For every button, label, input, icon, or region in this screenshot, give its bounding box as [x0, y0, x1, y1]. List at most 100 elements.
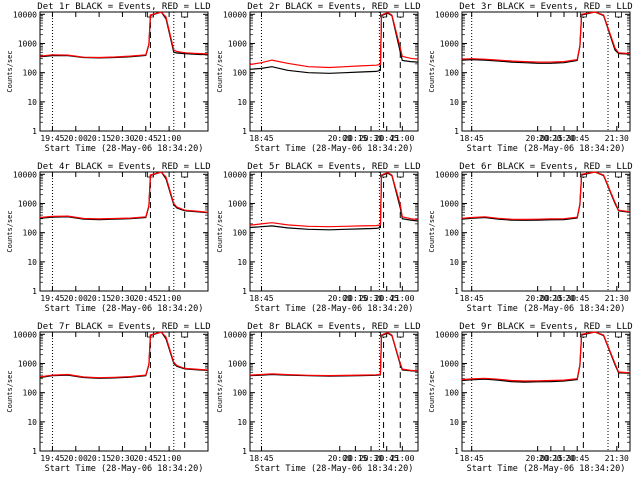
y-tick-label: 1000 [228, 199, 247, 208]
panel-title: Det 7r BLACK = Events, RED = LLD [37, 322, 210, 332]
y-tick-label: 100 [233, 389, 248, 398]
y-axis-label: Counts/sec [428, 370, 436, 412]
x-tick-label: 20:00 [328, 454, 352, 463]
lld-series-line [39, 11, 209, 59]
lld-series-line [39, 171, 209, 220]
lld-series-line [461, 331, 631, 382]
marker-flag [396, 331, 404, 338]
x-tick-label: 20:45 [375, 134, 399, 143]
x-tick-label: 20:00 [64, 294, 88, 303]
x-tick-label: 20:30 [359, 294, 383, 303]
y-tick-label: 10 [27, 98, 37, 107]
x-tick-label: 19:45 [40, 294, 64, 303]
x-axis-label: Start Time (28-May-06 18:34:20) [255, 144, 414, 154]
x-tick-label: 20:30 [359, 454, 383, 463]
y-axis-label: Counts/sec [6, 370, 14, 412]
lld-series-line [39, 331, 209, 379]
y-tick-label: 10 [449, 98, 459, 107]
y-tick-label: 1 [242, 447, 247, 456]
x-tick-label: 20:00 [328, 134, 352, 143]
lld-series-line [249, 331, 419, 377]
y-tick-label: 1000 [228, 39, 247, 48]
y-tick-label: 1000 [440, 199, 459, 208]
x-tick-label: 21:00 [157, 134, 181, 143]
plot-frame [461, 171, 631, 292]
events-series-line [39, 171, 209, 221]
y-tick-label: 1000 [440, 39, 459, 48]
panel-6: Det 6r BLACK = Events, RED = LLD 1 10 100 10… [428, 162, 633, 314]
x-tick-label: 18:45 [249, 294, 273, 303]
y-tick-label: 1 [454, 127, 459, 136]
marker-flag [396, 171, 404, 178]
plot-frame [249, 11, 419, 132]
y-axis-label: Counts/sec [6, 210, 14, 252]
x-tick-label: 20:30 [110, 294, 134, 303]
x-tick-label: 20:00 [526, 454, 550, 463]
x-tick-label: 21:00 [390, 134, 414, 143]
events-series-line [249, 172, 419, 231]
panel-5: Det 5r BLACK = Events, RED = LLD 1 10 100 10… [216, 162, 421, 314]
y-tick-label: 100 [445, 229, 460, 238]
x-tick-label: 21:30 [605, 294, 629, 303]
marker-flag [615, 331, 622, 338]
panel-title: Det 8r BLACK = Events, RED = LLD [247, 322, 420, 332]
plot-frame [39, 11, 209, 132]
x-axis-label: Start Time (28-May-06 18:34:20) [255, 464, 414, 474]
x-axis-label: Start Time (28-May-06 18:34:20) [45, 144, 204, 154]
x-tick-label: 20:15 [343, 294, 367, 303]
y-tick-label: 1000 [18, 359, 37, 368]
x-tick-label: 20:45 [375, 294, 399, 303]
x-tick-label: 20:45 [134, 454, 158, 463]
x-tick-label: 21:30 [605, 454, 629, 463]
y-tick-label: 100 [23, 229, 38, 238]
y-tick-label: 10 [27, 258, 37, 267]
panel-1: Det 1r BLACK = Events, RED = LLD 1 10 100 10… [6, 2, 211, 154]
y-tick-label: 100 [445, 389, 460, 398]
x-tick-label: 20:45 [565, 134, 589, 143]
x-tick-label: 20:45 [375, 454, 399, 463]
y-tick-label: 10 [237, 98, 247, 107]
x-tick-label: 21:00 [157, 294, 181, 303]
marker-flag [181, 331, 189, 338]
lld-series-line [461, 11, 631, 63]
x-tick-label: 20:00 [526, 134, 550, 143]
panel-title: Det 6r BLACK = Events, RED = LLD [459, 162, 632, 172]
y-tick-label: 1 [32, 447, 37, 456]
x-tick-label: 20:30 [552, 454, 576, 463]
x-tick-label: 19:45 [40, 134, 64, 143]
events-series-line [249, 12, 419, 74]
panel-title: Det 1r BLACK = Events, RED = LLD [37, 2, 210, 12]
panel-7: Det 7r BLACK = Events, RED = LLD 1 10 100 10… [6, 322, 211, 474]
x-tick-label: 18:45 [460, 134, 484, 143]
x-tick-label: 20:15 [343, 134, 367, 143]
x-axis-label: Start Time (28-May-06 18:34:20) [467, 304, 626, 314]
x-tick-label: 20:15 [343, 454, 367, 463]
y-axis-label: Counts/sec [216, 50, 224, 92]
marker-flag [181, 11, 189, 18]
events-series-line [39, 331, 209, 379]
plot-frame [39, 171, 209, 292]
x-axis-label: Start Time (28-May-06 18:34:20) [467, 464, 626, 474]
lld-series-line [249, 171, 419, 228]
x-tick-label: 20:30 [552, 134, 576, 143]
y-tick-label: 1 [32, 127, 37, 136]
y-tick-label: 1 [242, 287, 247, 296]
x-tick-label: 20:15 [87, 134, 111, 143]
y-tick-label: 10 [449, 418, 459, 427]
panel-title: Det 3r BLACK = Events, RED = LLD [459, 2, 632, 12]
y-tick-label: 100 [445, 69, 460, 78]
panel-8: Det 8r BLACK = Events, RED = LLD 1 10 100 10… [216, 322, 421, 474]
x-tick-label: 21:30 [605, 134, 629, 143]
y-tick-label: 1000 [228, 359, 247, 368]
plot-frame [461, 11, 631, 132]
lld-series-line [249, 11, 419, 69]
y-tick-label: 10000 [435, 170, 459, 179]
x-tick-label: 20:30 [110, 454, 134, 463]
y-tick-label: 10000 [13, 170, 37, 179]
y-tick-label: 10000 [13, 10, 37, 19]
marker-flag [615, 11, 622, 18]
y-tick-label: 100 [23, 69, 38, 78]
x-tick-label: 18:45 [460, 294, 484, 303]
y-tick-label: 1000 [18, 199, 37, 208]
